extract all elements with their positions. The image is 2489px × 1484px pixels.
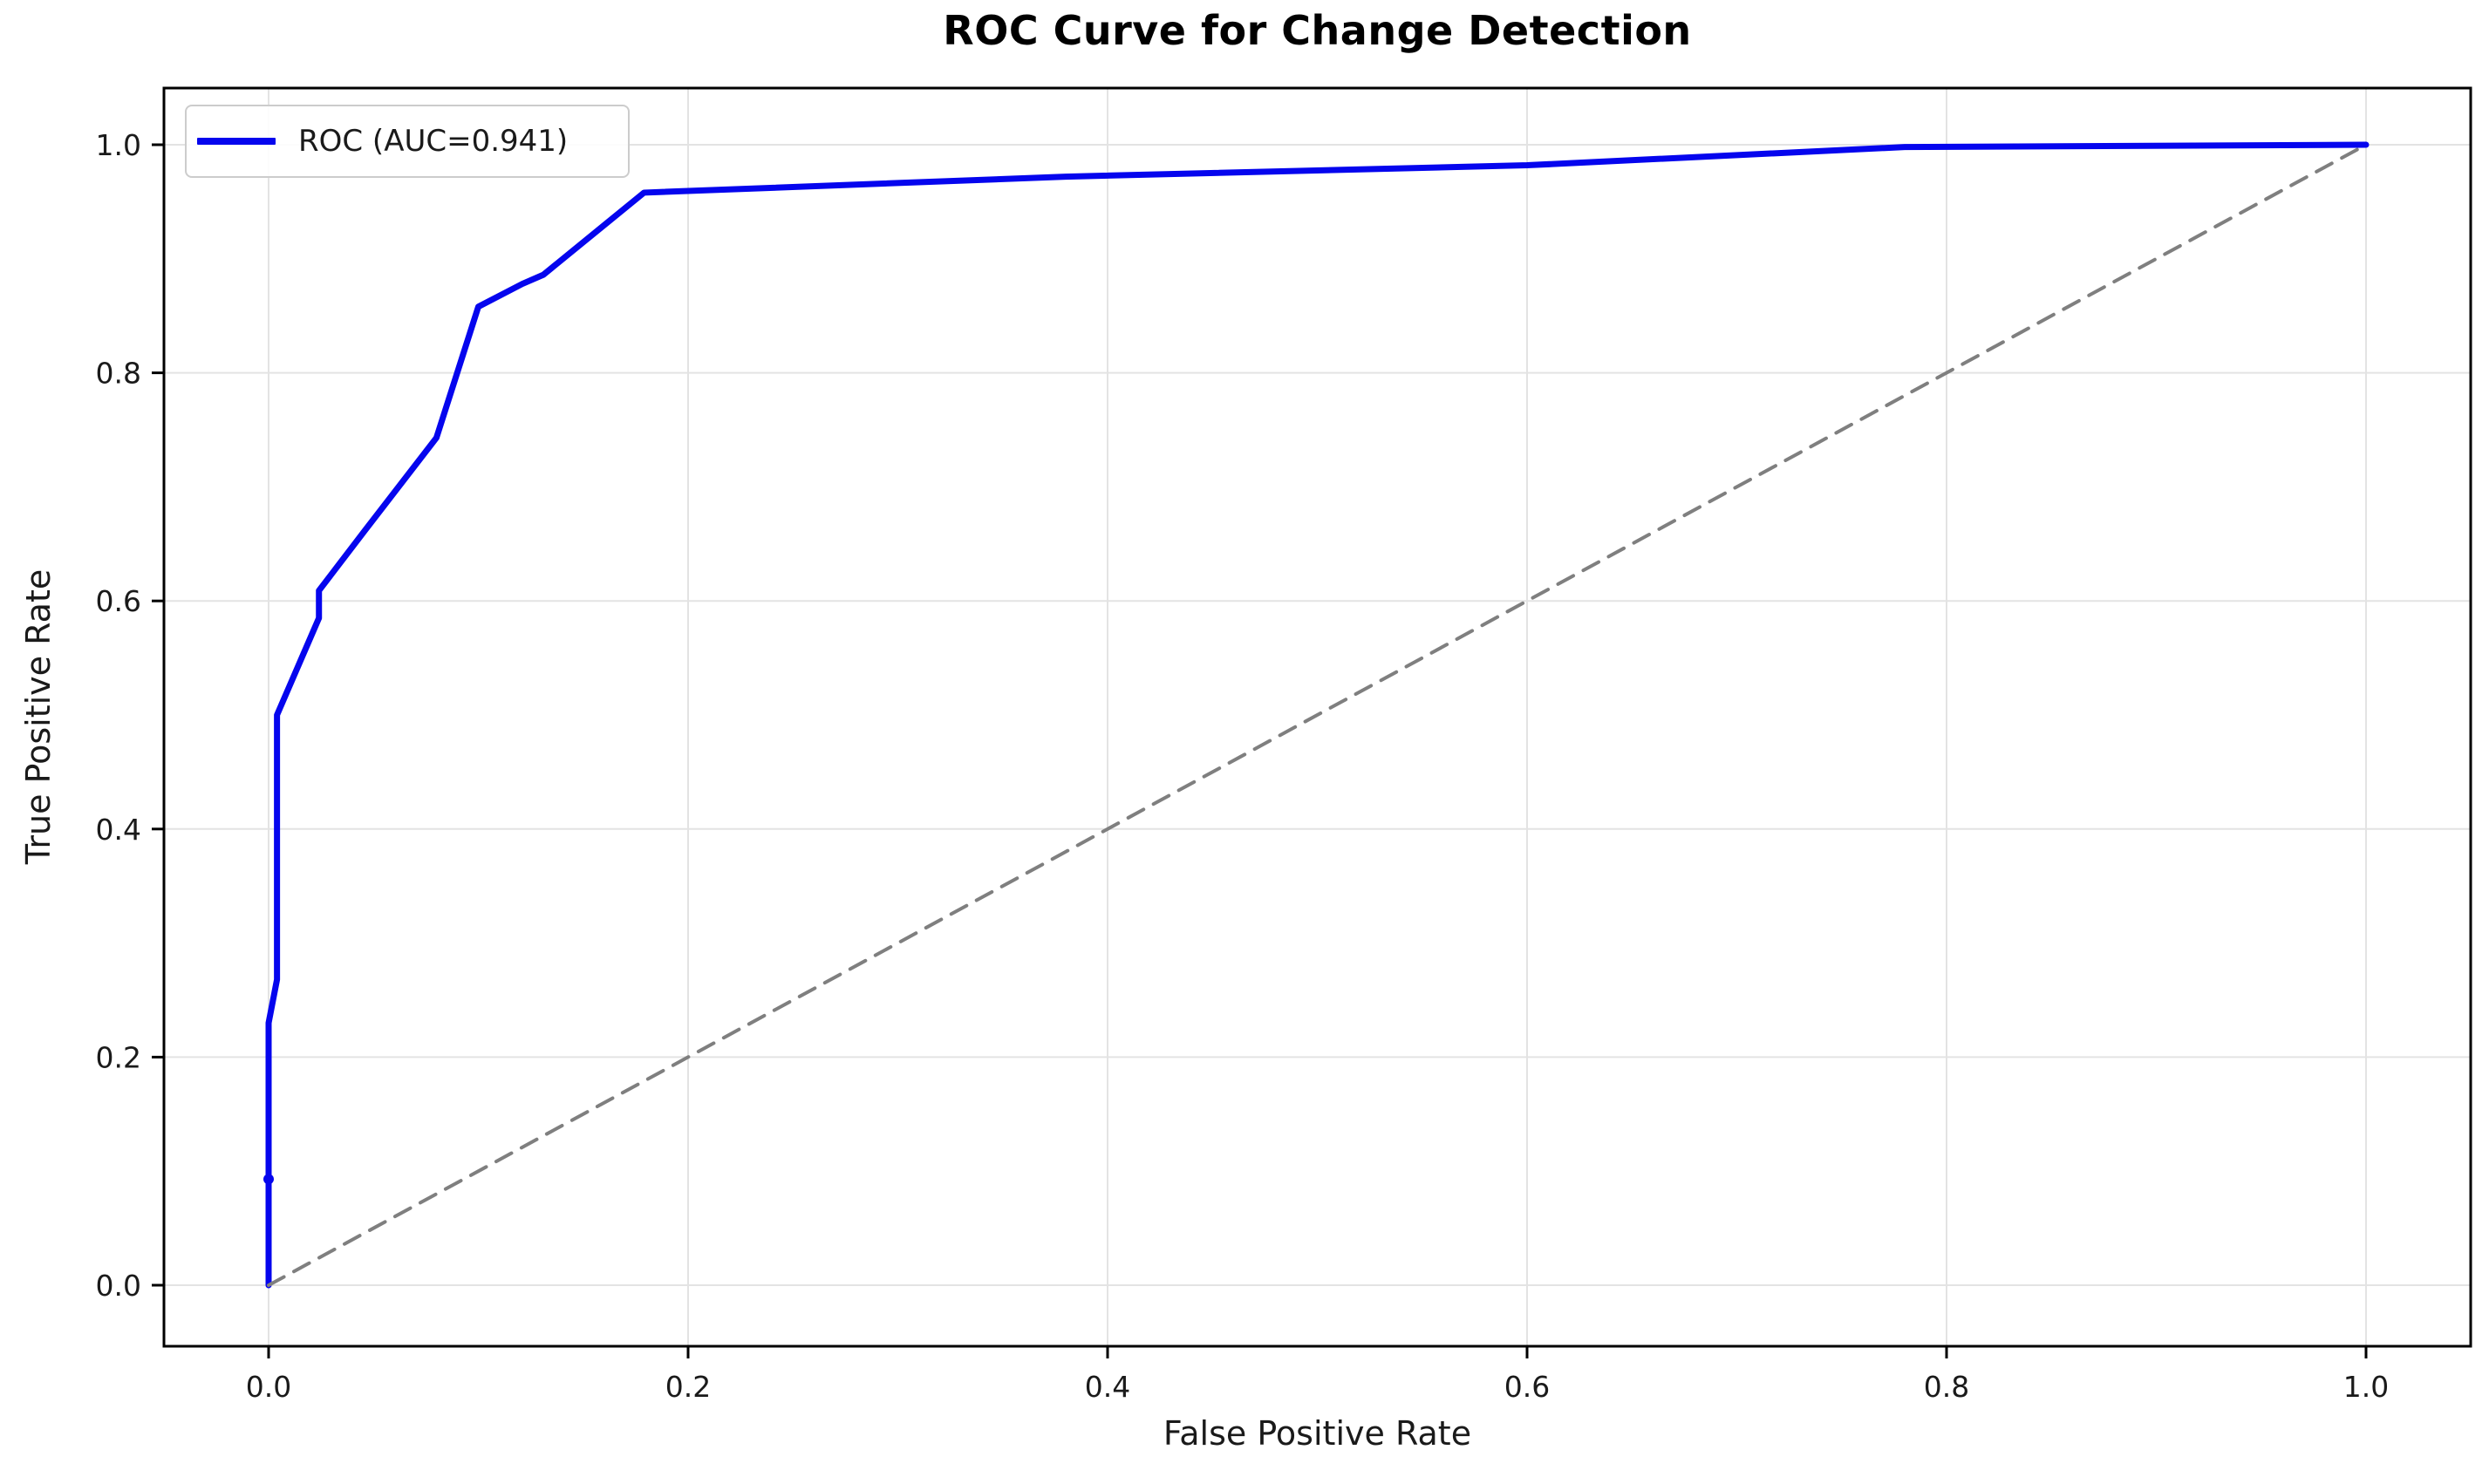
axes-frame: [162, 86, 2472, 1348]
y-tick-label: 1.0: [96, 128, 141, 162]
y-tick-label: 0.2: [96, 1040, 141, 1074]
y-axis-label: True Positive Rate: [19, 568, 58, 865]
legend-roc-label: ROC (AUC=0.941): [298, 124, 569, 159]
roc-curve-line: [265, 141, 2370, 1289]
x-tick-label: 1.0: [2343, 1370, 2389, 1404]
legend: ROC (AUC=0.941): [185, 105, 630, 178]
x-tick-label: 0.8: [1924, 1370, 1969, 1404]
y-tick-label: 0.6: [96, 584, 141, 618]
chance-diagonal-line: [267, 143, 2368, 1287]
y-tick-label: 0.8: [96, 357, 141, 391]
x-tick-label: 0.4: [1085, 1370, 1130, 1404]
y-tick-label: 0.4: [96, 813, 141, 847]
x-tick-label: 0.6: [1504, 1370, 1550, 1404]
x-tick-label: 0.0: [246, 1370, 291, 1404]
chart-title: ROC Curve for Change Detection: [943, 7, 1692, 54]
x-tick-label: 0.2: [665, 1370, 711, 1404]
legend-roc-line-sample: [197, 138, 276, 145]
roc-curve-marker: [263, 1174, 274, 1185]
y-tick-label: 0.0: [96, 1269, 141, 1303]
x-axis-label: False Positive Rate: [1163, 1414, 1472, 1453]
